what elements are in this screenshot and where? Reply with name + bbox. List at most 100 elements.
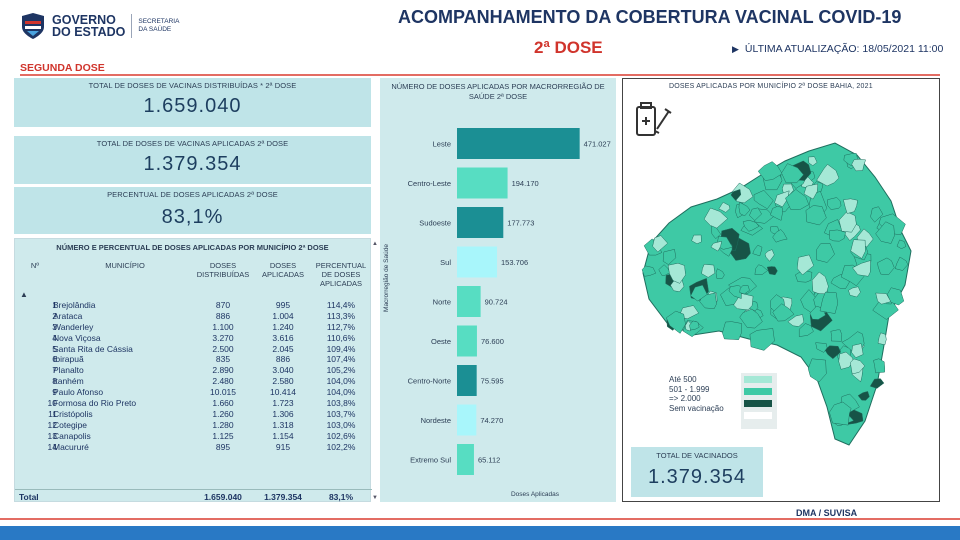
municipio-shape[interactable] [658, 264, 671, 276]
bar[interactable] [457, 207, 504, 238]
municipio-shape[interactable] [851, 343, 864, 359]
municipio-shape[interactable] [718, 201, 731, 213]
table-row[interactable]: 3 Wanderley 1.100 1.240 112,7% [15, 322, 372, 333]
municipio-shape[interactable] [852, 260, 871, 277]
municipio-shape[interactable] [764, 249, 775, 262]
bar[interactable] [457, 167, 508, 199]
municipio-shape[interactable] [787, 314, 805, 327]
municipio-shape[interactable] [690, 284, 708, 302]
header-distribuidas[interactable]: DOSES DISTRIBUÍDAS [196, 261, 250, 279]
bar[interactable] [457, 128, 580, 159]
municipio-shape[interactable] [749, 328, 775, 351]
bar[interactable] [457, 325, 477, 357]
table-row[interactable]: 11 Cristópolis 1.260 1.306 103,7% [15, 409, 372, 420]
table-row[interactable]: 12 Cotegipe 1.280 1.318 103,0% [15, 420, 372, 431]
table-row[interactable]: 14 Macururé 895 915 102,2% [15, 442, 372, 453]
municipio-shape[interactable] [715, 268, 725, 279]
municipio-shape[interactable] [766, 266, 778, 276]
header-num[interactable]: Nº [30, 261, 40, 270]
municipio-shape[interactable] [641, 265, 657, 277]
municipio-shape[interactable] [754, 264, 769, 275]
municipio-shape[interactable] [803, 183, 819, 200]
municipio-shape[interactable] [848, 286, 861, 298]
municipio-shape[interactable] [851, 158, 866, 172]
header-aplicadas[interactable]: DOSES APLICADAS [261, 261, 305, 279]
municipio-shape[interactable] [829, 401, 852, 426]
table-row[interactable]: 8 Itanhém 2.480 2.580 104,0% [15, 376, 372, 387]
municipio-shape[interactable] [869, 378, 885, 389]
municipio-shape[interactable] [873, 358, 885, 374]
municipio-shape[interactable] [805, 205, 827, 226]
municipio-shape[interactable] [887, 287, 905, 306]
municipio-shape[interactable] [691, 234, 702, 245]
municipio-shape[interactable] [796, 254, 815, 276]
municipio-shape[interactable] [739, 285, 750, 295]
municipio-shape[interactable] [703, 207, 729, 231]
municipio-shape[interactable] [843, 198, 858, 214]
municipio-shape[interactable] [742, 220, 760, 232]
table-row[interactable]: 4 Nova Viçosa 3.270 3.616 110,6% [15, 333, 372, 344]
table-row[interactable]: 9 Paulo Afonso 10.015 10.414 104,0% [15, 387, 372, 398]
scroll-down-icon[interactable]: ▼ [372, 495, 378, 501]
municipio-shape[interactable] [689, 320, 700, 331]
table-row[interactable]: 5 Santa Rita de Cássia 2.500 2.045 109,4% [15, 344, 372, 355]
municipio-shape[interactable] [829, 229, 846, 242]
scroll-up-icon[interactable]: ▲ [372, 241, 378, 247]
municipio-shape[interactable] [877, 257, 895, 276]
municipio-shape[interactable] [815, 342, 828, 353]
municipio-shape[interactable] [728, 285, 742, 299]
municipio-shape[interactable] [701, 264, 716, 278]
municipio-shape[interactable] [877, 332, 887, 346]
table-row[interactable]: 13 Canapolis 1.125 1.154 102,6% [15, 431, 372, 442]
bahia-map[interactable] [639, 139, 919, 449]
municipio-shape[interactable] [739, 308, 763, 329]
municipio-shape[interactable] [772, 303, 795, 322]
bar[interactable] [457, 246, 498, 278]
municipio-shape[interactable] [710, 240, 723, 252]
sort-asc-icon[interactable]: ▲ [20, 290, 28, 299]
municipio-shape[interactable] [722, 321, 742, 340]
municipio-shape[interactable] [827, 197, 842, 210]
municipio-shape[interactable] [857, 391, 870, 401]
municipio-shape[interactable] [838, 211, 857, 233]
municipio-shape[interactable] [785, 189, 810, 210]
municipio-shape[interactable] [662, 248, 677, 265]
municipio-shape[interactable] [830, 329, 843, 342]
table-row[interactable]: 10 Formosa do Rio Preto 1.660 1.723 103,8% [15, 398, 372, 409]
municipio-shape[interactable] [798, 323, 814, 337]
bar[interactable] [457, 444, 474, 475]
municipio-shape[interactable] [772, 229, 788, 243]
municipio-shape[interactable] [816, 163, 840, 187]
municipio-shape[interactable] [665, 310, 686, 334]
table-row[interactable]: 1 Brejolândia 870 995 114,4% [15, 300, 372, 311]
municipio-shape[interactable] [850, 358, 866, 375]
municipio-shape[interactable] [774, 190, 790, 208]
municipio-shape[interactable] [749, 207, 762, 221]
municipio-shape[interactable] [875, 292, 892, 305]
municipio-shape[interactable] [850, 239, 866, 259]
municipio-shape[interactable] [738, 201, 751, 217]
table-row[interactable]: 2 Arataca 886 1.004 113,3% [15, 311, 372, 322]
municipio-shape[interactable] [730, 189, 742, 201]
municipio-shape[interactable] [896, 239, 907, 249]
municipio-shape[interactable] [819, 291, 838, 314]
table-row[interactable]: 6 Ibirapuã 835 886 107,4% [15, 354, 372, 365]
municipio-shape[interactable] [781, 163, 804, 184]
municipio-shape[interactable] [894, 256, 909, 271]
municipio-shape[interactable] [757, 161, 783, 181]
municipio-shape[interactable] [770, 205, 783, 221]
municipio-shape[interactable] [795, 269, 813, 283]
municipio-shape[interactable] [875, 221, 895, 244]
municipio-shape[interactable] [711, 225, 722, 240]
municipio-shape[interactable] [652, 235, 669, 253]
municipio-shape[interactable] [807, 358, 827, 383]
table-scrollbar[interactable]: ▲ ▼ [372, 239, 378, 503]
bar[interactable] [457, 286, 481, 317]
municipio-shape[interactable] [808, 156, 818, 166]
table-row[interactable]: 7 Planalto 2.890 3.040 105,2% [15, 365, 372, 376]
header-percentual[interactable]: PERCENTUAL DE DOSES APLICADAS [315, 261, 367, 288]
municipio-shape[interactable] [667, 262, 686, 284]
bar[interactable] [457, 365, 477, 396]
municipio-shape[interactable] [838, 351, 854, 370]
header-municipio[interactable]: MUNICÍPIO [105, 261, 145, 270]
